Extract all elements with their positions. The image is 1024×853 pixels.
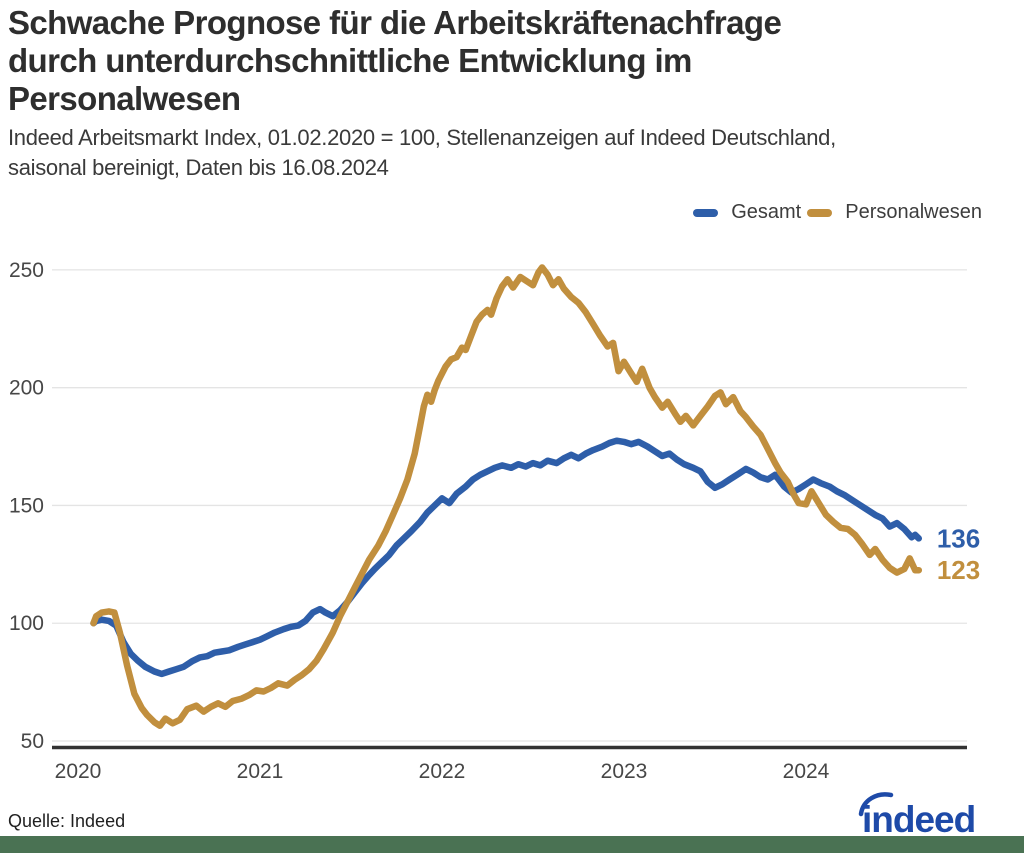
- chart-legend: Gesamt Personalwesen: [693, 201, 982, 224]
- indeed-logo-text: indeed: [862, 799, 975, 836]
- y-tick-label-200: 200: [9, 377, 44, 400]
- legend-label-personalwesen: Personalwesen: [845, 201, 982, 223]
- brand-bottom-bar: [0, 836, 1024, 853]
- x-tick-label-2021: 2021: [237, 760, 284, 783]
- end-value-label-gesamt: 136: [937, 523, 980, 553]
- y-tick-label-250: 250: [9, 259, 44, 282]
- legend-item-personalwesen: Personalwesen: [807, 201, 982, 224]
- title-line-1: Schwache Prognose für die Arbeitskräften…: [8, 4, 782, 41]
- title-line-3: Personalwesen: [8, 80, 241, 117]
- source-credit: Quelle: Indeed: [8, 811, 126, 831]
- x-tick-label-2023: 2023: [601, 760, 648, 783]
- legend-label-gesamt: Gesamt: [731, 201, 802, 223]
- page-title: Schwache Prognose für die Arbeitskräften…: [8, 4, 782, 118]
- subtitle-line-2: saisonal bereinigt, Daten bis 16.08.2024: [8, 155, 389, 180]
- series-line-gesamt: [90, 437, 923, 678]
- gesamt-line-swatch-icon: [693, 208, 719, 217]
- y-tick-label-150: 150: [9, 494, 44, 517]
- personalwesen-line-swatch-icon: [807, 208, 833, 217]
- series-line-personalwesen: [90, 264, 923, 729]
- x-tick-label-2024: 2024: [783, 760, 830, 783]
- y-tick-label-50: 50: [21, 730, 44, 753]
- end-value-label-personalwesen: 123: [937, 555, 980, 585]
- x-tick-label-2022: 2022: [419, 760, 466, 783]
- title-line-2: durch unterdurchschnittliche Entwicklung…: [8, 42, 692, 79]
- y-tick-label-100: 100: [9, 612, 44, 635]
- indeed-logo: indeed: [858, 792, 976, 836]
- indeed-logo-swoosh-icon: [858, 792, 894, 817]
- subtitle-line-1: Indeed Arbeitsmarkt Index, 01.02.2020 = …: [8, 125, 836, 150]
- x-tick-label-2020: 2020: [55, 760, 102, 783]
- legend-item-gesamt: Gesamt: [693, 201, 801, 224]
- chart-subtitle: Indeed Arbeitsmarkt Index, 01.02.2020 = …: [8, 123, 836, 183]
